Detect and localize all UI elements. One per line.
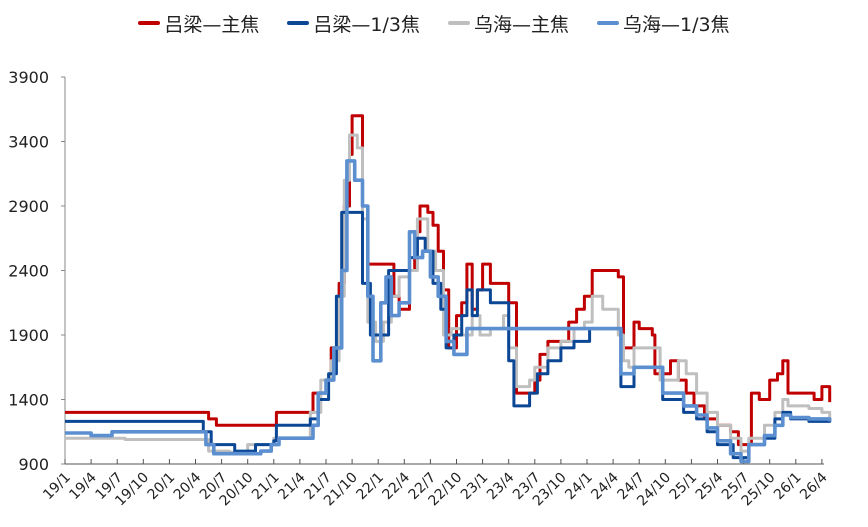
legend-item-wuhai-third: 乌海—1/3焦 (597, 10, 730, 37)
y-tick-label: 3400 (8, 133, 49, 152)
series-line-2 (65, 133, 832, 454)
legend-swatch-icon (287, 21, 310, 25)
x-tick-label: 24/4 (588, 469, 622, 503)
x-tick-label: 22/1 (353, 470, 387, 504)
x-tick-label: 25/1 (667, 470, 701, 504)
x-tick-label: 22/4 (380, 469, 414, 503)
x-tick-label: 23/1 (458, 470, 492, 504)
legend-item-lvliang-third: 吕梁—1/3焦 (287, 10, 420, 37)
y-tick-label: 2400 (8, 262, 49, 281)
legend-item-lvliang-main: 吕梁—主焦 (138, 10, 259, 37)
series-line-0 (65, 114, 832, 447)
y-tick-label: 1400 (8, 391, 49, 410)
chart-axes: 90014001900240029003400390019/119/419/71… (8, 68, 831, 509)
legend-label: 吕梁—1/3焦 (313, 13, 420, 36)
legend-swatch-icon (448, 21, 470, 25)
x-tick-label: 25/4 (693, 469, 727, 503)
x-tick-label: 21/4 (275, 469, 309, 503)
x-tick-label: 24/1 (562, 470, 596, 504)
x-tick-label: 20/4 (171, 469, 205, 503)
y-tick-label: 3900 (8, 68, 49, 87)
legend-swatch-icon (597, 21, 620, 25)
legend-label: 乌海—1/3焦 (623, 13, 730, 36)
series-line-3 (65, 159, 832, 464)
legend-label: 乌海—主焦 (474, 13, 570, 36)
chart-series (65, 114, 832, 464)
x-tick-label: 21/1 (249, 470, 283, 504)
y-tick-label: 1900 (8, 326, 49, 345)
legend-label: 吕梁—主焦 (164, 13, 260, 36)
chart-legend: 吕梁—主焦 吕梁—1/3焦 乌海—主焦 乌海—1/3焦 (0, 6, 868, 40)
x-tick-label: 20/1 (145, 470, 179, 504)
x-tick-label: 23/4 (484, 469, 518, 503)
y-tick-label: 900 (18, 455, 49, 474)
x-tick-label: 19/4 (66, 469, 100, 503)
x-tick-label: 26/4 (797, 469, 831, 503)
legend-swatch-icon (138, 21, 161, 25)
x-tick-label: 26/1 (771, 470, 805, 504)
x-tick-label: 19/1 (40, 470, 74, 504)
y-tick-label: 2900 (8, 197, 49, 216)
legend-item-wuhai-main: 乌海—主焦 (448, 10, 569, 37)
